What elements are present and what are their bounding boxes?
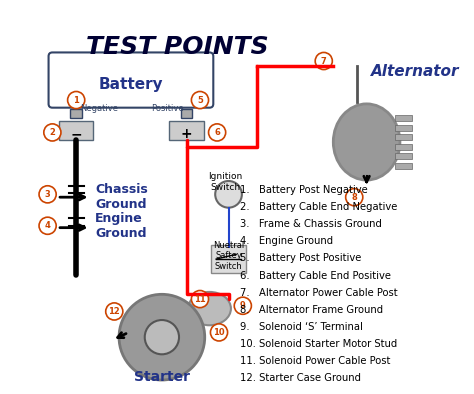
Bar [211, 245, 246, 273]
Text: 8.   Alternator Frame Ground: 8. Alternator Frame Ground [240, 305, 383, 315]
Bar [395, 153, 412, 159]
Text: Nuetral
Saftey
Switch: Nuetral Saftey Switch [213, 241, 244, 271]
Text: 3.   Frame & Chassis Ground: 3. Frame & Chassis Ground [240, 219, 382, 229]
Text: 7: 7 [321, 56, 327, 65]
Circle shape [234, 297, 251, 314]
Text: Chassis
Ground: Chassis Ground [95, 183, 148, 211]
Text: −: − [70, 127, 82, 141]
Ellipse shape [333, 104, 400, 180]
Text: 8: 8 [351, 193, 357, 202]
Text: Positive: Positive [151, 104, 184, 113]
Bar [71, 109, 82, 118]
Circle shape [346, 189, 363, 206]
Circle shape [215, 181, 242, 208]
Text: Ignition
Switch: Ignition Switch [209, 173, 243, 192]
Text: 4: 4 [45, 221, 51, 230]
Circle shape [315, 52, 332, 70]
Text: 12: 12 [109, 307, 120, 316]
Text: 10: 10 [213, 328, 225, 337]
Circle shape [210, 324, 228, 341]
Text: Engine
Ground: Engine Ground [95, 212, 147, 240]
Text: 5.   Battery Post Positive: 5. Battery Post Positive [240, 253, 361, 263]
Text: 2.   Battery Cable End Negative: 2. Battery Cable End Negative [240, 202, 397, 212]
Text: 3: 3 [45, 190, 51, 199]
Bar [395, 144, 412, 150]
Bar [181, 109, 192, 118]
Text: Negative: Negative [80, 104, 118, 113]
Text: 4.   Engine Ground: 4. Engine Ground [240, 236, 333, 246]
Bar [395, 134, 412, 140]
Circle shape [68, 91, 85, 109]
Text: Starter: Starter [134, 370, 190, 384]
Circle shape [191, 290, 209, 308]
Text: 6.   Battery Cable End Positive: 6. Battery Cable End Positive [240, 271, 391, 281]
Circle shape [209, 124, 226, 141]
FancyBboxPatch shape [48, 52, 213, 108]
Bar [59, 121, 93, 140]
Text: 6: 6 [214, 128, 220, 137]
Circle shape [119, 294, 205, 380]
Text: 1: 1 [73, 96, 79, 104]
Ellipse shape [188, 292, 231, 325]
Bar [170, 121, 204, 140]
Text: TEST POINTS: TEST POINTS [86, 35, 268, 59]
Circle shape [106, 303, 123, 320]
Text: Battery: Battery [99, 77, 164, 92]
Bar [395, 115, 412, 121]
Circle shape [44, 124, 61, 141]
Text: 9: 9 [240, 301, 246, 310]
Circle shape [39, 217, 56, 234]
Text: 12. Starter Case Ground: 12. Starter Case Ground [240, 374, 361, 383]
Circle shape [39, 186, 56, 203]
Text: 10. Solenoid Starter Motor Stud: 10. Solenoid Starter Motor Stud [240, 339, 397, 349]
Bar [395, 163, 412, 169]
Text: 9.   Solenoid ‘S’ Terminal: 9. Solenoid ‘S’ Terminal [240, 322, 363, 332]
Circle shape [191, 91, 209, 109]
Text: 2: 2 [49, 128, 55, 137]
Text: 11: 11 [194, 295, 206, 304]
Bar [395, 125, 412, 130]
Text: 1.   Battery Post Negative: 1. Battery Post Negative [240, 185, 368, 195]
Text: 5: 5 [197, 96, 203, 104]
Text: Alternator: Alternator [371, 64, 460, 79]
Circle shape [145, 320, 179, 354]
Text: 11. Solenoid Power Cable Post: 11. Solenoid Power Cable Post [240, 356, 391, 366]
Text: 7.   Alternator Power Cable Post: 7. Alternator Power Cable Post [240, 288, 398, 297]
Text: +: + [181, 127, 192, 141]
